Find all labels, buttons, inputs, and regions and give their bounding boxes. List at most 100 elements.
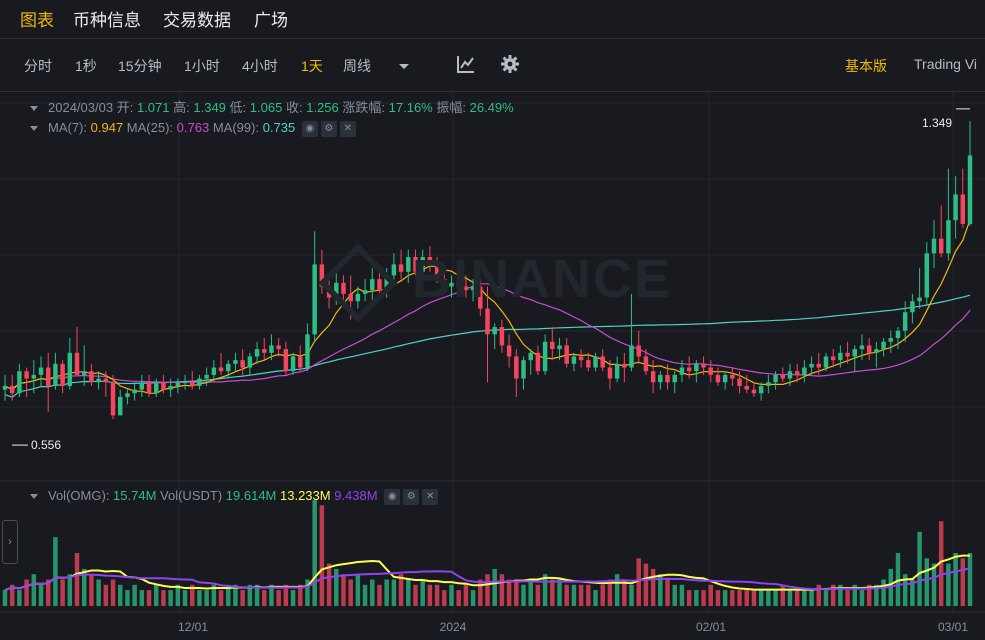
volume-bar bbox=[17, 590, 22, 606]
candle-body bbox=[578, 356, 584, 361]
volume-bar bbox=[38, 584, 44, 606]
candle-body bbox=[197, 378, 202, 386]
candle-body bbox=[506, 345, 512, 357]
interval-1d[interactable]: 1天 bbox=[301, 58, 323, 74]
volume-bar bbox=[125, 590, 130, 606]
volume-bar bbox=[571, 584, 577, 606]
candle-body bbox=[766, 382, 771, 386]
volume-bar bbox=[794, 590, 800, 606]
volume-bar bbox=[96, 579, 101, 606]
volume-bar bbox=[204, 590, 209, 606]
candle-body bbox=[722, 374, 728, 383]
side-panel-toggle[interactable]: › bbox=[2, 520, 18, 564]
time-tick-label: 03/01 bbox=[938, 620, 968, 634]
candle-body bbox=[218, 367, 224, 372]
volume-bar bbox=[550, 579, 555, 606]
interval-15m[interactable]: 15分钟 bbox=[118, 58, 162, 74]
volume-bar bbox=[398, 574, 404, 606]
volume-bar bbox=[2, 590, 8, 606]
collapse-icon[interactable] bbox=[30, 494, 38, 500]
candle-body bbox=[290, 356, 296, 372]
volume-bar bbox=[226, 584, 231, 606]
candle-body bbox=[730, 374, 735, 379]
candle-body bbox=[125, 393, 130, 397]
volume-bar bbox=[218, 590, 224, 606]
eye-icon[interactable]: ◉ bbox=[301, 120, 318, 137]
tradingview-button[interactable]: Trading Vi bbox=[914, 56, 978, 72]
min-price-label: 0.556 bbox=[31, 438, 61, 452]
volume-bar bbox=[614, 574, 620, 606]
volume-bar bbox=[348, 579, 353, 606]
candle-body bbox=[960, 194, 966, 224]
vol-usdt-label: Vol(USDT) bbox=[160, 488, 223, 503]
collapse-icon[interactable] bbox=[30, 126, 38, 132]
candle-body bbox=[938, 238, 944, 254]
volume-bar bbox=[658, 574, 663, 606]
candle-body bbox=[758, 385, 764, 394]
candle-body bbox=[521, 360, 526, 379]
volume-bar bbox=[780, 584, 785, 606]
volume-bar bbox=[182, 590, 188, 606]
volume-bar bbox=[535, 584, 541, 606]
collapse-icon[interactable] bbox=[30, 106, 38, 112]
candle-body bbox=[514, 356, 519, 379]
indicator-icon[interactable] bbox=[456, 54, 476, 77]
ma-legend: MA(7): 0.947 MA(25): 0.763 MA(99): 0.735… bbox=[30, 120, 356, 137]
candle-body bbox=[312, 264, 317, 335]
candle-body bbox=[708, 367, 713, 375]
candle-body bbox=[816, 363, 822, 368]
gear-icon[interactable] bbox=[500, 54, 520, 77]
settings-icon[interactable]: ⚙ bbox=[320, 120, 337, 137]
volume-bar bbox=[132, 584, 137, 606]
volume-bar bbox=[701, 590, 706, 606]
interval-1w[interactable]: 周线 bbox=[343, 58, 371, 74]
candle-body bbox=[190, 382, 195, 386]
close-icon[interactable]: ✕ bbox=[422, 488, 439, 505]
volume-bar bbox=[967, 553, 973, 606]
candle-body bbox=[420, 257, 425, 272]
volume-bar bbox=[845, 590, 850, 606]
time-tick-label: 02/01 bbox=[696, 620, 726, 634]
candle-body bbox=[845, 352, 850, 357]
eye-icon[interactable]: ◉ bbox=[384, 488, 401, 505]
settings-icon[interactable]: ⚙ bbox=[403, 488, 420, 505]
candle-body bbox=[492, 327, 497, 335]
candle-body bbox=[45, 367, 51, 386]
volume-bar bbox=[766, 590, 771, 606]
candle-body bbox=[895, 330, 901, 339]
candle-body bbox=[240, 360, 245, 368]
candle-body bbox=[427, 257, 433, 265]
volume-bar bbox=[31, 574, 37, 606]
candle-body bbox=[650, 371, 656, 383]
chart-toolbar: 分时 1秒 15分钟 1小时 4小时 1天 周线 基本版 Trading Vi bbox=[0, 39, 985, 92]
volume-bar bbox=[60, 579, 65, 606]
volume-bar bbox=[686, 590, 692, 606]
tab-square[interactable]: 广场 bbox=[254, 11, 288, 30]
volume-bar bbox=[370, 579, 375, 606]
max-price-label: 1.349 bbox=[922, 116, 952, 130]
interval-1s[interactable]: 1秒 bbox=[75, 58, 97, 74]
close-label: 收: bbox=[285, 100, 303, 115]
chevron-down-icon[interactable] bbox=[398, 59, 410, 74]
candle-body bbox=[262, 349, 267, 353]
tab-coin-info[interactable]: 币种信息 bbox=[73, 11, 141, 30]
ma7-value: 0.947 bbox=[90, 120, 124, 135]
volume-bar bbox=[506, 579, 512, 606]
volume-bar bbox=[341, 574, 346, 606]
low-value: 1.065 bbox=[249, 100, 283, 115]
basic-version-button[interactable]: 基本版 bbox=[845, 58, 887, 74]
tab-chart[interactable]: 图表 bbox=[20, 11, 54, 30]
candle-body bbox=[168, 385, 173, 390]
interval-1h[interactable]: 1小时 bbox=[184, 58, 220, 74]
candle-body bbox=[593, 356, 598, 368]
interval-4h[interactable]: 4小时 bbox=[242, 58, 278, 74]
volume-bar bbox=[744, 590, 749, 606]
volume-bar bbox=[737, 590, 742, 606]
volume-bar bbox=[924, 558, 930, 606]
tab-trading-data[interactable]: 交易数据 bbox=[163, 11, 231, 30]
interval-time[interactable]: 分时 bbox=[24, 58, 52, 74]
volume-bar bbox=[449, 584, 454, 606]
volume-bar bbox=[9, 584, 15, 606]
close-icon[interactable]: ✕ bbox=[339, 120, 356, 137]
